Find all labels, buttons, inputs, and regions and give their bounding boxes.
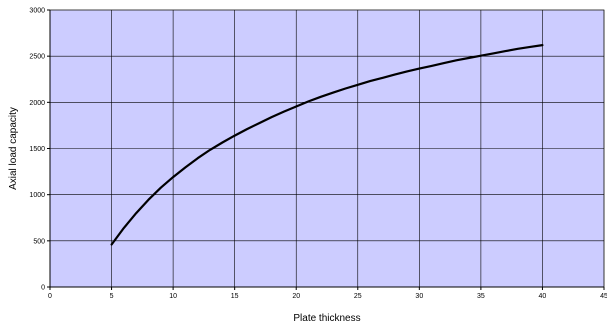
x-tick-label: 45 — [600, 293, 607, 300]
y-tick-labels: 0 500 1000 1500 2000 2500 3000 — [29, 8, 45, 292]
y-tick-label: 1000 — [29, 192, 45, 199]
x-tick-label: 15 — [231, 293, 239, 300]
y-tick-label: 500 — [33, 238, 45, 245]
x-tick-label: 30 — [415, 293, 423, 300]
y-tick-label: 1500 — [29, 146, 45, 153]
x-tick-label: 35 — [477, 293, 485, 300]
x-tick-label: 10 — [169, 293, 177, 300]
y-tick-label: 0 — [41, 285, 45, 292]
x-tick-label: 0 — [48, 293, 52, 300]
y-axis-title: Axial load capacity — [8, 107, 19, 190]
y-tick-label: 2500 — [29, 54, 45, 61]
x-axis-title: Plate thickness — [293, 313, 360, 324]
y-tick-label: 3000 — [29, 8, 45, 15]
x-tick-labels: 0 5 10 15 20 25 30 35 40 45 — [48, 293, 607, 300]
y-tick-label: 2000 — [29, 100, 45, 107]
x-tick-label: 25 — [354, 293, 362, 300]
x-tick-label: 5 — [110, 293, 114, 300]
x-tick-label: 20 — [292, 293, 300, 300]
x-tick-label: 40 — [539, 293, 547, 300]
